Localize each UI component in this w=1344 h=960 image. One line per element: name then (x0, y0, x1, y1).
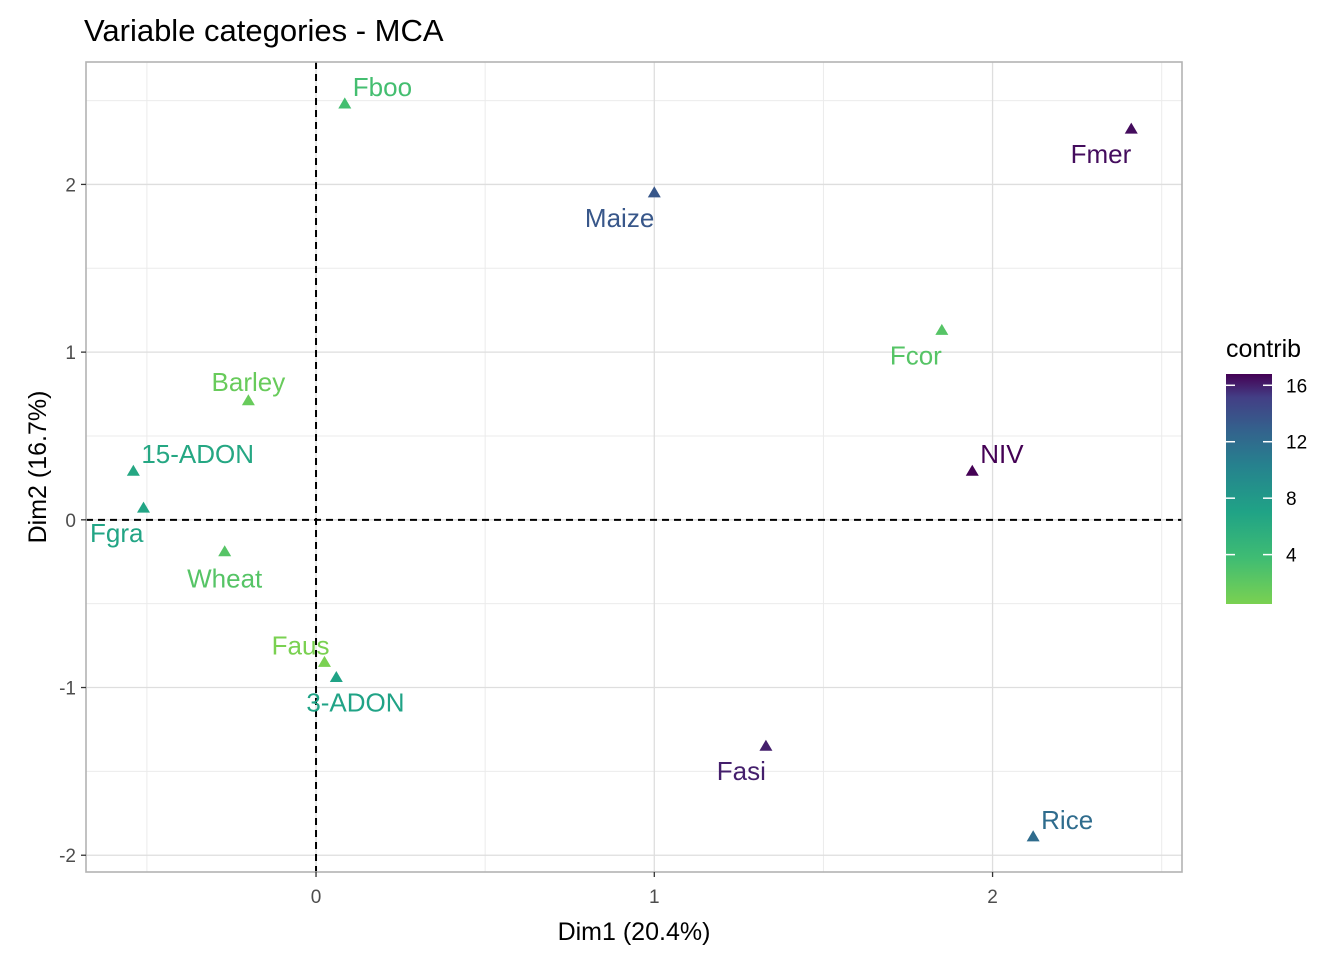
axis-ticks: 0 1 2 -2 -1 0 1 2 (59, 175, 998, 908)
point-marker-barley (241, 394, 255, 406)
point-marker-rice (1026, 830, 1040, 842)
colorbar-tick-label: 8 (1286, 489, 1297, 510)
point-marker-15-adon (126, 464, 140, 476)
point-marker-fgra (137, 501, 151, 513)
point-label-fasi: Fasi (717, 756, 766, 786)
legend-title: contrib (1226, 335, 1301, 363)
point-label-barley: Barley (212, 367, 286, 397)
colorbar (1226, 374, 1272, 604)
point-label-niv: NIV (980, 439, 1024, 469)
point-label-fboo: Fboo (353, 72, 412, 102)
point-marker-maize (647, 186, 661, 198)
colorbar-tick-label: 12 (1286, 433, 1307, 454)
point-marker-fmer (1124, 122, 1138, 134)
x-tick-label: 2 (987, 887, 998, 908)
point-label-fcor: Fcor (890, 340, 942, 370)
colorbar-tick-label: 16 (1286, 376, 1307, 397)
point-label-rice: Rice (1041, 805, 1093, 835)
point-marker-niv (965, 464, 979, 476)
y-tick-label: -1 (59, 679, 76, 700)
chart-title: Variable categories - MCA (84, 13, 444, 48)
plot-panel-border (85, 61, 1183, 873)
x-tick-label: 1 (649, 887, 660, 908)
point-label-3-adon: 3-ADON (306, 687, 404, 717)
point-label-fgra: Fgra (90, 518, 144, 548)
y-tick-label: 2 (65, 175, 76, 196)
point-labels: Fboo Fmer Maize Fcor Barley NIV 15-ADON Fgra Whe… (90, 72, 1132, 835)
point-marker-3-adon (329, 670, 343, 683)
point-marker-fasi (759, 739, 773, 751)
y-axis-title: Dim2 (16.7%) (24, 391, 52, 544)
point-label-faus: Faus (272, 630, 330, 660)
y-tick-label: -2 (59, 846, 76, 867)
point-marker-fcor (935, 323, 949, 335)
legend-colorbar: contrib 4 8 12 16 (1226, 335, 1307, 604)
point-label-maize: Maize (585, 203, 654, 233)
colorbar-tick-label: 4 (1286, 546, 1297, 567)
reference-lines (86, 62, 1182, 872)
point-marker-wheat (218, 545, 232, 557)
point-label-15-adon: 15-ADON (141, 439, 254, 469)
x-tick-label: 0 (311, 887, 322, 908)
point-label-fmer: Fmer (1071, 139, 1132, 169)
y-tick-label: 0 (65, 511, 76, 532)
point-marker-faus (317, 655, 331, 667)
point-label-wheat: Wheat (187, 564, 263, 594)
data-points (126, 97, 1138, 842)
y-tick-label: 1 (65, 343, 76, 364)
x-axis-title: Dim1 (20.4%) (558, 918, 711, 946)
colorbar-ticks: 4 8 12 16 (1226, 376, 1307, 567)
point-marker-fboo (338, 97, 352, 109)
